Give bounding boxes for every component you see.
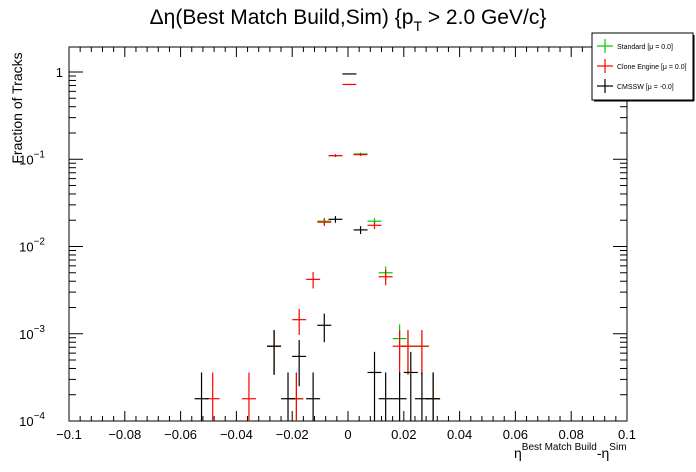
chart-title-suffix: > 2.0 GeV/c} xyxy=(422,6,546,29)
legend: Standard [μ = 0.0] Clone Engine [μ = 0.0]… xyxy=(591,32,695,102)
x-axis-title-sup1: Best Match Build xyxy=(522,442,597,453)
series-standard xyxy=(267,152,441,421)
chart-title-sub: T xyxy=(413,18,422,34)
legend-label: CMSSW [μ = -0.0] xyxy=(617,84,674,91)
y-tick-label: 10−2 xyxy=(19,237,45,255)
x-tick-label: 0.08 xyxy=(559,427,584,442)
x-tick-label: 0.04 xyxy=(447,427,472,442)
y-tick-label: 10−1 xyxy=(19,149,45,167)
x-axis-title-base1: η xyxy=(514,445,522,461)
series-cmssw xyxy=(194,73,441,421)
y-axis: 10−4 10−3 10−2 10−1 1 xyxy=(19,46,627,429)
y-tick-label: 10−4 xyxy=(19,411,45,429)
x-tick-label: 0 xyxy=(344,427,351,442)
legend-label: Standard [μ = 0.0] xyxy=(617,44,673,51)
data-series xyxy=(194,73,441,421)
chart-title-prefix: Δη(Best Match Build,Sim) {p xyxy=(150,6,414,29)
x-tick-label: 0.02 xyxy=(391,427,416,442)
x-axis-title-sup2: Sim xyxy=(609,442,626,453)
x-tick-label: 0.1 xyxy=(618,427,636,442)
x-tick-label: −0.04 xyxy=(220,427,253,442)
x-tick-label: 0.06 xyxy=(503,427,528,442)
x-tick-label: −0.02 xyxy=(276,427,309,442)
x-axis-title: ηBest Match Build-ηSim xyxy=(514,442,627,461)
x-tick-label: −0.06 xyxy=(164,427,197,442)
x-axis: −0.1 −0.08 −0.06 −0.04 −0.02 0 0.02 0.04 0.06 0.0… xyxy=(56,47,636,442)
y-tick-label: 1 xyxy=(56,65,63,80)
y-tick-label: 10−3 xyxy=(19,324,45,342)
x-axis-title-mid: -η xyxy=(597,445,609,461)
series-clone-engine xyxy=(205,83,441,421)
legend-label: Clone Engine [μ = 0.0] xyxy=(617,64,687,71)
x-tick-label: −0.1 xyxy=(56,427,82,442)
chart-title: Δη(Best Match Build,Sim) {pT > 2.0 GeV/c… xyxy=(150,6,547,34)
x-tick-label: −0.08 xyxy=(108,427,141,442)
plot-frame xyxy=(68,46,628,422)
y-axis-title: Fraction of Tracks xyxy=(9,52,25,163)
